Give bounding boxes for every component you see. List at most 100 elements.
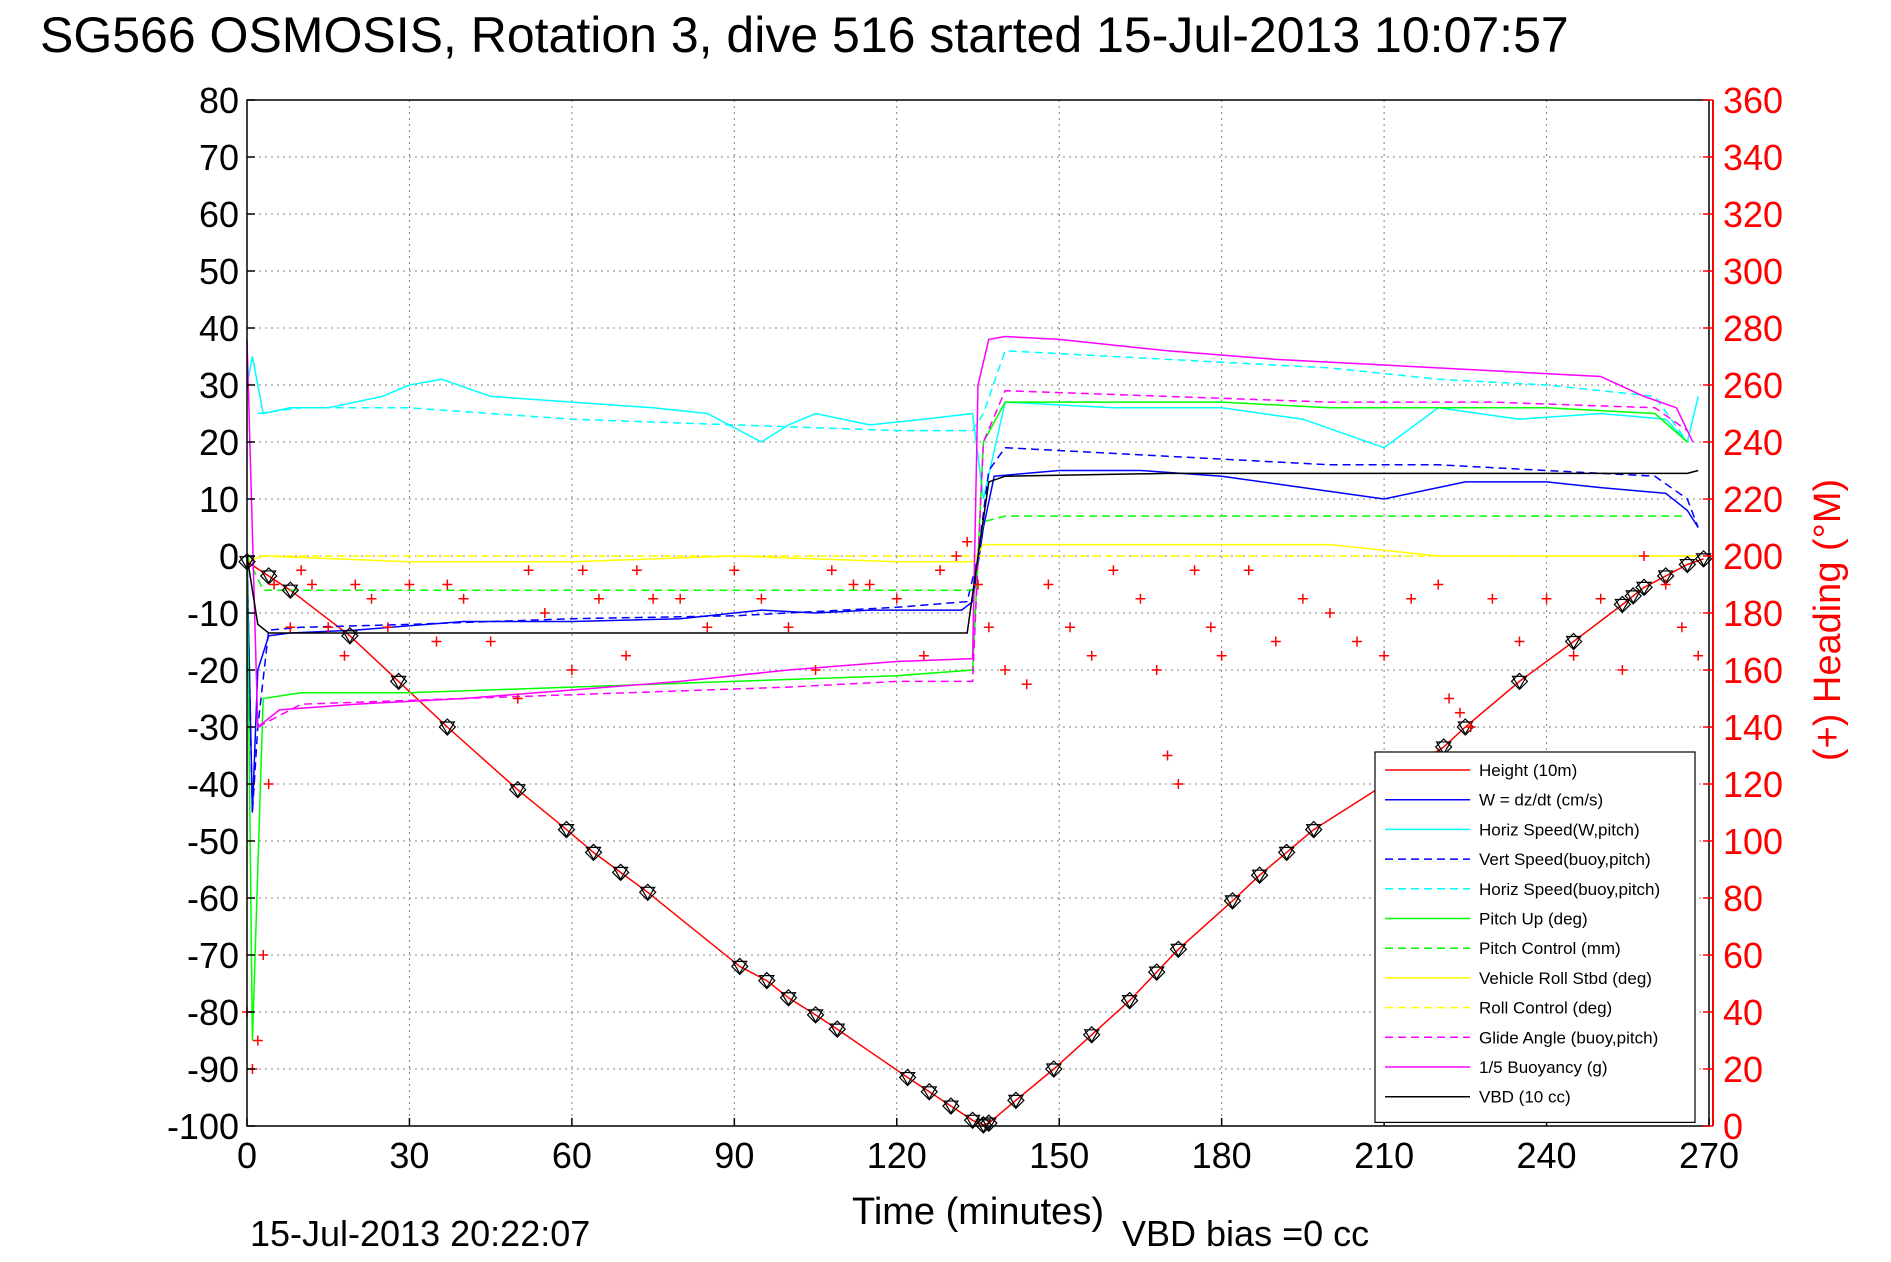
- heading-point: [848, 579, 859, 590]
- height-marker: [942, 1097, 960, 1115]
- heading-point: [935, 565, 946, 576]
- heading-point: [1454, 707, 1465, 718]
- left-tick-label: 80: [199, 80, 239, 121]
- heading-point: [973, 579, 983, 590]
- heading-point: [1065, 622, 1076, 633]
- heading-point: [1189, 565, 1200, 576]
- heading-point: [1444, 693, 1455, 704]
- right-tick-label: 120: [1723, 764, 1783, 805]
- height-marker: [438, 718, 457, 736]
- heading-point: [382, 622, 393, 633]
- right-tick-label: 260: [1723, 365, 1783, 406]
- legend-entry: Horiz Speed(W,pitch): [1385, 820, 1640, 839]
- heading-point: [404, 579, 415, 590]
- heading-point: [1541, 593, 1552, 604]
- heading-point: [431, 636, 442, 647]
- x-tick-label: 120: [867, 1135, 927, 1176]
- right-tick-label: 180: [1723, 593, 1783, 634]
- height-marker: [1624, 587, 1643, 605]
- left-tick-label: -60: [187, 878, 239, 919]
- left-tick-label: 60: [199, 194, 239, 235]
- heading-point: [1433, 579, 1444, 590]
- height-marker: [259, 567, 278, 585]
- right-tick-label: 60: [1723, 935, 1763, 976]
- height-marker: [979, 1114, 998, 1132]
- right-axis: 0 20 40 60 80 100 120 140 160 180 200 220 240 260 280 3…: [1703, 80, 1783, 1147]
- legend-label: 1/5 Buoyancy (g): [1479, 1058, 1608, 1077]
- x-tick-label: 180: [1192, 1135, 1252, 1176]
- height-marker: [1169, 940, 1188, 959]
- heading-point: [285, 622, 296, 633]
- heading-point: [983, 622, 994, 633]
- left-tick-label: 20: [199, 422, 239, 463]
- legend-label: Vehicle Roll Stbd (deg): [1479, 969, 1652, 988]
- right-tick-label: 240: [1723, 422, 1783, 463]
- heading-point: [951, 551, 962, 561]
- height-marker: [963, 1111, 982, 1130]
- height-marker: [389, 672, 408, 691]
- heading-point: [1043, 579, 1054, 590]
- heading-point: [1487, 593, 1498, 604]
- height-marker: [1223, 892, 1242, 910]
- heading-point: [258, 950, 269, 960]
- heading-point: [826, 565, 837, 576]
- series-line-9: [257, 389, 1688, 728]
- height-marker: [557, 820, 576, 839]
- x-tick-label: 270: [1679, 1135, 1739, 1176]
- heading-point: [263, 779, 274, 789]
- x-tick-label: 30: [389, 1135, 429, 1176]
- heading-point: [458, 593, 469, 604]
- heading-point: [1108, 565, 1119, 576]
- legend-label: Horiz Speed(buoy,pitch): [1479, 880, 1660, 899]
- x-axis-label: Time (minutes): [852, 1191, 1104, 1233]
- heading-point: [1465, 722, 1476, 732]
- heading-point: [1639, 551, 1650, 561]
- series-layer: [246, 335, 1704, 1126]
- height-marker: [779, 988, 798, 1007]
- left-tick-label: 50: [199, 251, 239, 292]
- heading-point: [539, 608, 550, 618]
- heading-point: [1216, 650, 1227, 661]
- left-tick-label: 70: [199, 137, 239, 178]
- heading-point: [783, 622, 794, 633]
- height-marker: [1635, 578, 1653, 597]
- x-tick-label: 240: [1517, 1135, 1577, 1176]
- height-marker: [1510, 672, 1529, 691]
- height-marker: [898, 1068, 917, 1087]
- heading-point: [1173, 779, 1184, 789]
- legend-label: Pitch Up (deg): [1479, 910, 1588, 929]
- series-line-7: [246, 543, 1699, 563]
- left-tick-label: -20: [187, 650, 239, 691]
- x-tick-label: 210: [1354, 1135, 1414, 1176]
- right-tick-label: 360: [1723, 80, 1783, 121]
- legend-label: Pitch Control (mm): [1479, 939, 1621, 958]
- left-tick-label: -40: [187, 764, 239, 805]
- right-tick-label: 40: [1723, 992, 1763, 1033]
- heading-point: [1676, 622, 1687, 633]
- height-marker: [1120, 991, 1139, 1010]
- height-marker: [1564, 632, 1583, 651]
- heading-point: [323, 622, 334, 633]
- heading-point: [593, 593, 604, 604]
- right-tick-label: 80: [1723, 878, 1763, 919]
- x-axis: 0 30 60 90 120 150 180 210 240 270: [237, 1118, 1739, 1176]
- right-tick-label: 100: [1723, 821, 1783, 862]
- height-marker: [1082, 1025, 1101, 1044]
- height-marker: [1678, 555, 1697, 574]
- heading-point: [1693, 650, 1704, 661]
- heading-point: [523, 565, 534, 576]
- heading-point: [918, 650, 929, 661]
- x-tick-label: 150: [1029, 1135, 1089, 1176]
- height-marker: [1007, 1091, 1025, 1110]
- right-tick-label: 320: [1723, 194, 1783, 235]
- heading-point: [577, 565, 588, 576]
- legend-entry: Vehicle Roll Stbd (deg): [1385, 969, 1652, 988]
- heading-point: [269, 579, 280, 590]
- right-tick-label: 280: [1723, 308, 1783, 349]
- heading-point: [1205, 622, 1216, 633]
- legend-entry: Roll Control (deg): [1385, 999, 1612, 1018]
- heading-point: [1660, 579, 1671, 590]
- right-tick-label: 140: [1723, 707, 1783, 748]
- heading-point: [366, 593, 377, 604]
